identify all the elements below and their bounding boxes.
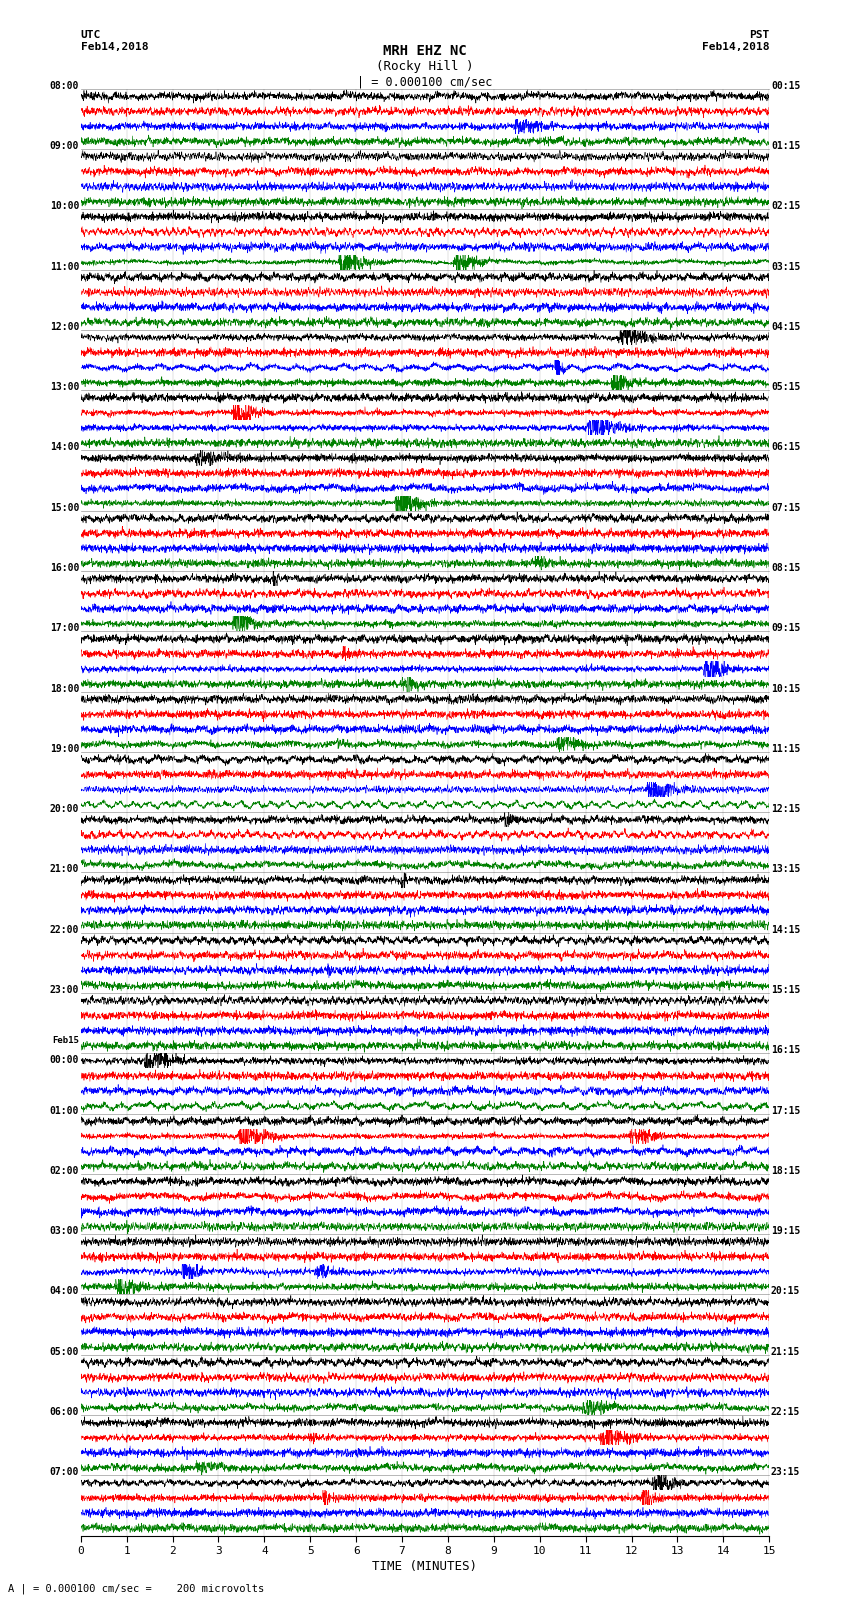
Text: 18:00: 18:00 — [49, 684, 79, 694]
X-axis label: TIME (MINUTES): TIME (MINUTES) — [372, 1560, 478, 1573]
Text: 01:15: 01:15 — [771, 140, 801, 152]
Text: 07:00: 07:00 — [49, 1468, 79, 1478]
Text: 04:00: 04:00 — [49, 1287, 79, 1297]
Text: 22:15: 22:15 — [771, 1407, 801, 1416]
Text: 13:15: 13:15 — [771, 865, 801, 874]
Text: 09:00: 09:00 — [49, 140, 79, 152]
Text: Feb14,2018: Feb14,2018 — [81, 42, 148, 52]
Text: 10:15: 10:15 — [771, 684, 801, 694]
Text: 00:00: 00:00 — [49, 1055, 79, 1065]
Text: 02:15: 02:15 — [771, 202, 801, 211]
Text: 00:15: 00:15 — [771, 81, 801, 90]
Text: 02:00: 02:00 — [49, 1166, 79, 1176]
Text: 08:15: 08:15 — [771, 563, 801, 573]
Text: | = 0.000100 cm/sec: | = 0.000100 cm/sec — [357, 76, 493, 89]
Text: Feb15: Feb15 — [52, 1037, 79, 1045]
Text: 22:00: 22:00 — [49, 924, 79, 934]
Text: 07:15: 07:15 — [771, 503, 801, 513]
Text: 15:00: 15:00 — [49, 503, 79, 513]
Text: 14:00: 14:00 — [49, 442, 79, 452]
Text: (Rocky Hill ): (Rocky Hill ) — [377, 60, 473, 73]
Text: PST: PST — [749, 31, 769, 40]
Text: 05:15: 05:15 — [771, 382, 801, 392]
Text: MRH EHZ NC: MRH EHZ NC — [383, 44, 467, 58]
Text: 08:00: 08:00 — [49, 81, 79, 90]
Text: 17:00: 17:00 — [49, 623, 79, 634]
Text: 21:15: 21:15 — [771, 1347, 801, 1357]
Text: 03:00: 03:00 — [49, 1226, 79, 1236]
Text: A | = 0.000100 cm/sec =    200 microvolts: A | = 0.000100 cm/sec = 200 microvolts — [8, 1582, 264, 1594]
Text: 16:15: 16:15 — [771, 1045, 801, 1055]
Text: 15:15: 15:15 — [771, 986, 801, 995]
Text: 23:00: 23:00 — [49, 986, 79, 995]
Text: 09:15: 09:15 — [771, 623, 801, 634]
Text: 20:00: 20:00 — [49, 805, 79, 815]
Text: 19:15: 19:15 — [771, 1226, 801, 1236]
Text: 06:15: 06:15 — [771, 442, 801, 452]
Text: 23:15: 23:15 — [771, 1468, 801, 1478]
Text: 14:15: 14:15 — [771, 924, 801, 934]
Text: 16:00: 16:00 — [49, 563, 79, 573]
Text: 12:15: 12:15 — [771, 805, 801, 815]
Text: 13:00: 13:00 — [49, 382, 79, 392]
Text: 01:00: 01:00 — [49, 1105, 79, 1116]
Text: 04:15: 04:15 — [771, 323, 801, 332]
Text: 21:00: 21:00 — [49, 865, 79, 874]
Text: 11:00: 11:00 — [49, 261, 79, 271]
Text: 18:15: 18:15 — [771, 1166, 801, 1176]
Text: 06:00: 06:00 — [49, 1407, 79, 1416]
Text: 11:15: 11:15 — [771, 744, 801, 753]
Text: Feb14,2018: Feb14,2018 — [702, 42, 769, 52]
Text: 10:00: 10:00 — [49, 202, 79, 211]
Text: 05:00: 05:00 — [49, 1347, 79, 1357]
Text: 12:00: 12:00 — [49, 323, 79, 332]
Text: 17:15: 17:15 — [771, 1105, 801, 1116]
Text: 19:00: 19:00 — [49, 744, 79, 753]
Text: 20:15: 20:15 — [771, 1287, 801, 1297]
Text: UTC: UTC — [81, 31, 101, 40]
Text: 03:15: 03:15 — [771, 261, 801, 271]
